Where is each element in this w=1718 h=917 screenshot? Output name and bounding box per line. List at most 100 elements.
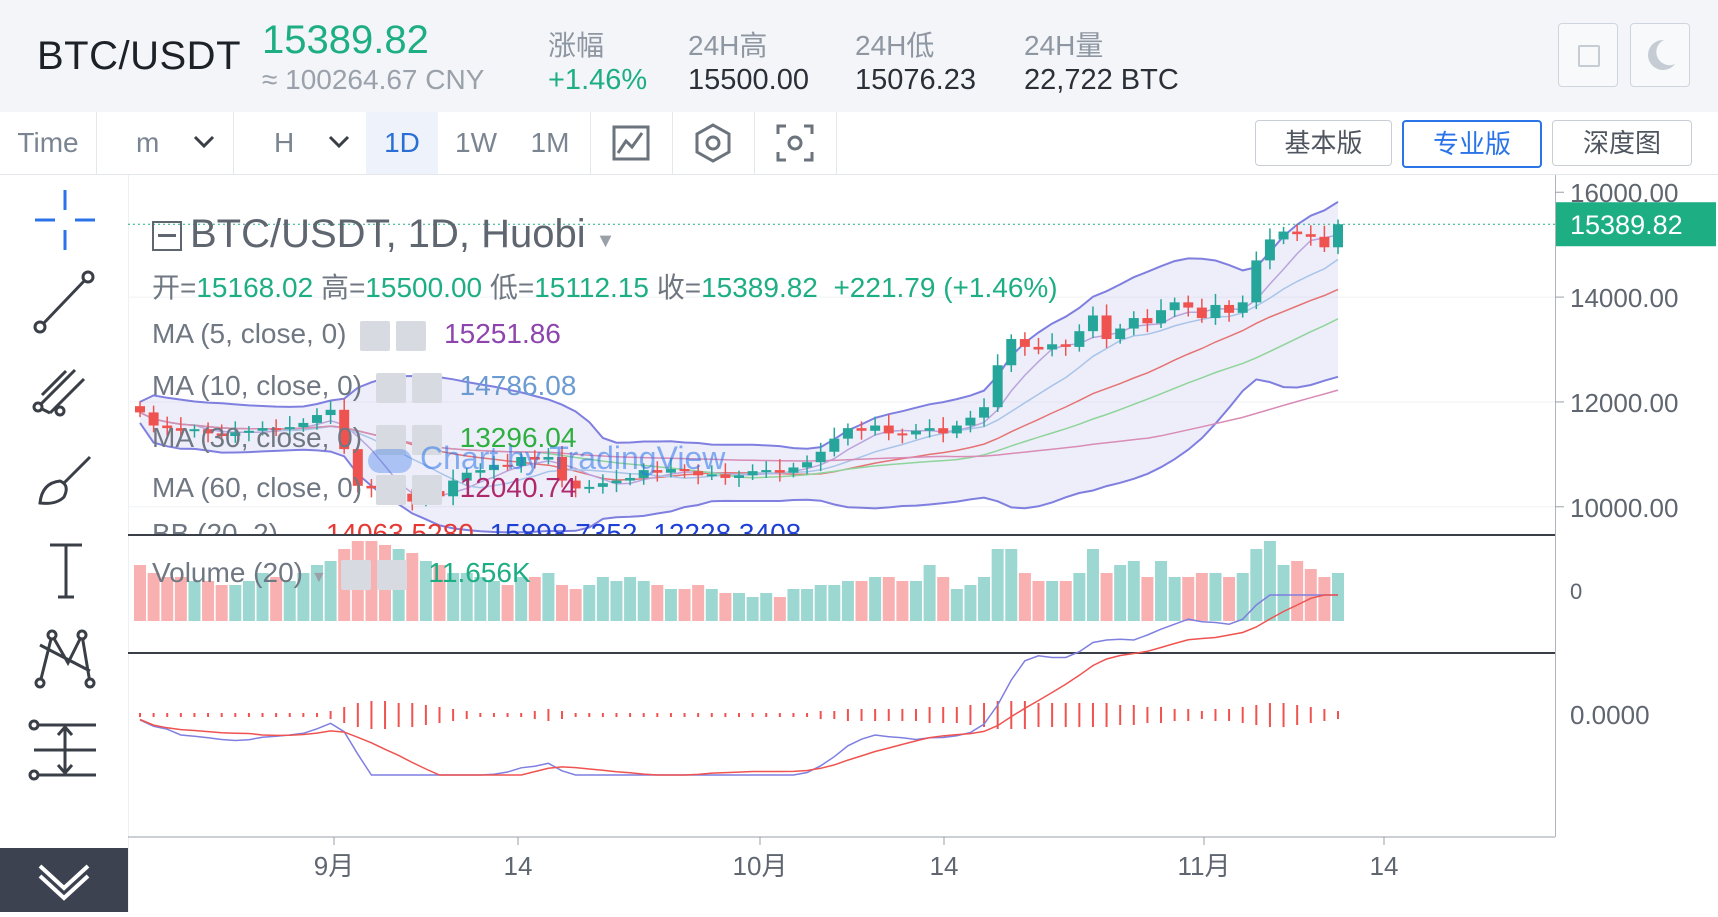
change-value: +1.46% bbox=[548, 64, 648, 96]
hour-dropdown[interactable]: H bbox=[234, 112, 364, 174]
candle-body bbox=[992, 365, 1003, 408]
volume-bar bbox=[964, 585, 977, 621]
time-tick-label: 14 bbox=[1370, 851, 1399, 881]
interval-1d[interactable]: 1D bbox=[366, 112, 438, 174]
volume-bar bbox=[991, 549, 1004, 621]
volume-bar bbox=[1209, 573, 1222, 621]
collapse-legend-icon[interactable] bbox=[152, 221, 182, 252]
time-tick-label: 11月 bbox=[1178, 851, 1231, 881]
volume-bar bbox=[610, 581, 623, 621]
volume-bar bbox=[447, 573, 460, 621]
drawing-toolbar bbox=[0, 175, 129, 912]
trend-line-icon[interactable] bbox=[20, 267, 110, 337]
candle-body bbox=[938, 428, 949, 434]
close-icon[interactable] bbox=[411, 424, 442, 455]
candle-body bbox=[366, 485, 377, 489]
candle-body bbox=[815, 451, 826, 463]
volume-bar bbox=[787, 589, 800, 621]
collapse-tools-button[interactable] bbox=[0, 848, 128, 912]
price-axis: 16000.0014000.0012000.0010000.0015389.82… bbox=[1555, 178, 1716, 730]
ma5-legend: MA (5, close, 0) 15251.86 bbox=[152, 318, 561, 351]
change-label: 涨幅 bbox=[548, 30, 605, 61]
volume-bar bbox=[1073, 573, 1086, 621]
close-icon[interactable] bbox=[411, 474, 442, 505]
candle-body bbox=[284, 427, 295, 430]
candle-body bbox=[189, 429, 200, 432]
candle-body bbox=[516, 456, 527, 466]
candle-body bbox=[720, 474, 731, 478]
volume-bar bbox=[705, 589, 718, 621]
current-price-label: 15389.82 bbox=[1570, 210, 1683, 240]
candle-body bbox=[352, 449, 363, 486]
volume-bar bbox=[624, 577, 637, 621]
gear-icon[interactable] bbox=[340, 559, 371, 590]
current-price-tag bbox=[1556, 202, 1716, 247]
volume-bar bbox=[229, 585, 242, 621]
volume-bar bbox=[174, 577, 187, 621]
ticker-header: BTC/USDT 15389.82 ≈ 100264.67 CNY 涨幅 +1.… bbox=[0, 0, 1718, 113]
volume-bar bbox=[147, 573, 160, 621]
volume-bar bbox=[596, 577, 609, 621]
candle-body bbox=[570, 480, 581, 489]
interval-1w[interactable]: 1W bbox=[455, 127, 497, 158]
volume-bar bbox=[283, 581, 296, 621]
text-tool-icon[interactable] bbox=[20, 535, 110, 605]
candle-body bbox=[652, 470, 663, 473]
gear-icon[interactable] bbox=[360, 320, 391, 351]
chevron-down-icon[interactable]: ▼ bbox=[595, 230, 616, 252]
volume-bar bbox=[433, 565, 446, 621]
tab-basic[interactable]: 基本版 bbox=[1255, 120, 1392, 166]
chart-legend-title: BTC/USDT, 1D, Huobi ▼ bbox=[152, 212, 615, 257]
crosshair-icon[interactable] bbox=[20, 185, 110, 255]
candle-body bbox=[339, 409, 350, 450]
candle-body bbox=[1047, 344, 1058, 350]
candle-body bbox=[1128, 318, 1139, 329]
interval-1m[interactable]: 1M bbox=[530, 127, 570, 158]
candle-body bbox=[461, 472, 472, 481]
measure-icon[interactable] bbox=[20, 715, 110, 785]
gear-icon[interactable] bbox=[375, 424, 406, 455]
close-icon[interactable] bbox=[396, 320, 427, 351]
ma30-legend: MA (30, close, 0) 13296.04 bbox=[152, 422, 577, 455]
candle-body bbox=[679, 469, 690, 472]
gear-icon[interactable] bbox=[375, 474, 406, 505]
volume-bar bbox=[841, 581, 854, 621]
close-icon[interactable] bbox=[376, 559, 407, 590]
minute-dropdown[interactable]: m bbox=[98, 112, 233, 174]
candle-body bbox=[1224, 304, 1235, 313]
pattern-icon[interactable] bbox=[20, 623, 110, 693]
gear-icon[interactable] bbox=[375, 372, 406, 403]
fullscreen-button[interactable] bbox=[1558, 23, 1618, 87]
volume-bar bbox=[1318, 577, 1331, 621]
volume-bar bbox=[161, 577, 174, 621]
candle-body bbox=[1305, 234, 1316, 237]
pitchfork-icon[interactable] bbox=[20, 355, 110, 425]
close-icon[interactable] bbox=[411, 372, 442, 403]
tab-pro[interactable]: 专业版 bbox=[1402, 120, 1542, 168]
candle-body bbox=[979, 407, 990, 418]
volume-label: 24H量 bbox=[1024, 30, 1104, 61]
candle-body bbox=[910, 430, 921, 435]
time-tick-label: 9月 bbox=[314, 851, 354, 881]
brush-icon[interactable] bbox=[20, 445, 110, 515]
pair-title: BTC/USDT bbox=[37, 34, 241, 78]
settings-button[interactable] bbox=[674, 112, 752, 174]
screenshot-button[interactable] bbox=[756, 112, 834, 174]
indicators-button[interactable] bbox=[592, 112, 670, 174]
volume-bar bbox=[1086, 549, 1099, 621]
theme-toggle-button[interactable] bbox=[1630, 23, 1690, 87]
candle-body bbox=[965, 417, 976, 426]
ma10-legend: MA (10, close, 0) 14786.08 bbox=[152, 370, 577, 403]
price-tick-label: 12000.00 bbox=[1570, 388, 1678, 418]
bollinger-lower bbox=[139, 375, 1339, 534]
tab-depth[interactable]: 深度图 bbox=[1552, 120, 1692, 166]
macd-signal-line bbox=[139, 594, 1338, 776]
volume-bar bbox=[419, 561, 432, 621]
volume-bar bbox=[1155, 561, 1168, 621]
candle-body bbox=[1251, 260, 1262, 303]
last-price: 15389.82 bbox=[262, 18, 429, 62]
candle-body bbox=[951, 425, 962, 434]
ma60-legend: MA (60, close, 0) 12040.74 bbox=[152, 472, 577, 505]
candle-body bbox=[148, 412, 159, 426]
volume-bar bbox=[773, 597, 786, 621]
